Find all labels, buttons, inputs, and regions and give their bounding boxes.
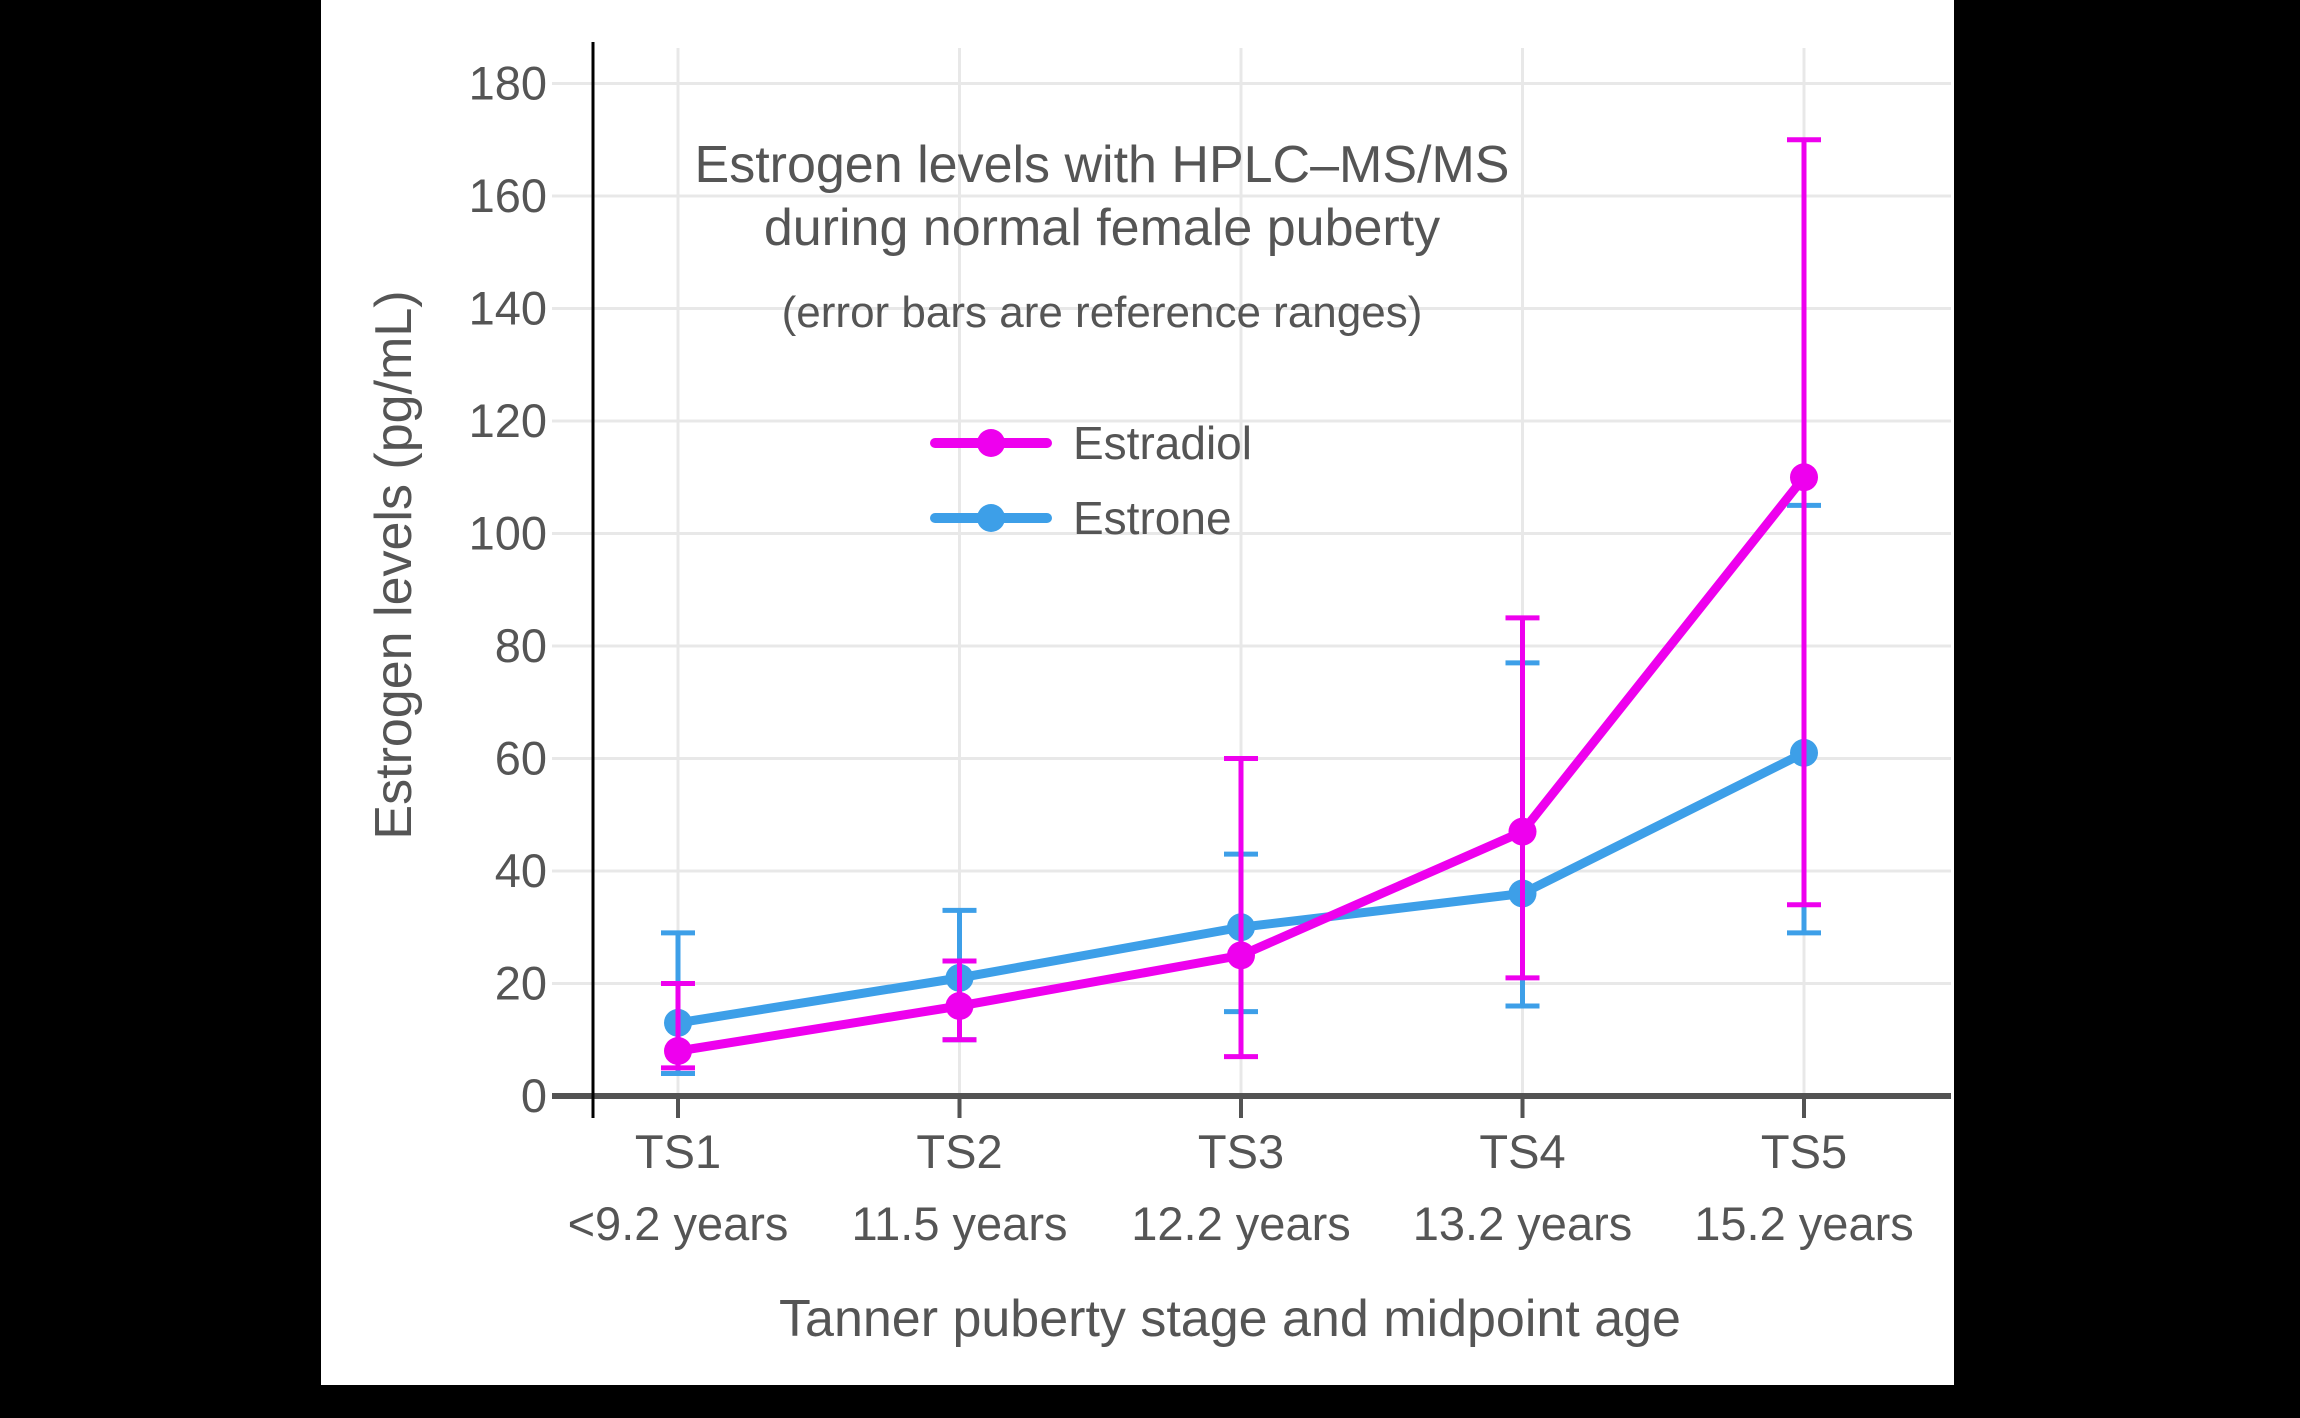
x-tick-label: TS2: [916, 1125, 1002, 1178]
estradiol-point: [1508, 817, 1537, 846]
chart-panel: 0 20 40 60 80 100 120 140 160 180 TS1 TS2 TS3 TS4 TS5 <…: [321, 0, 1954, 1385]
estradiol-legend-marker-icon: [930, 419, 1052, 467]
legend-label-estrone: Estrone: [1073, 492, 1232, 544]
chart-svg: 0 20 40 60 80 100 120 140 160 180 TS1 TS2 TS3 TS4 TS5 <…: [469, 42, 1951, 1250]
x-tick-label: TS5: [1761, 1125, 1847, 1178]
chart-title: Estrogen levels with HPLC–MS/MS during n…: [695, 134, 1510, 260]
x-tick-sublabel: <9.2 years: [568, 1197, 789, 1250]
x-tick-sublabel: 11.5 years: [852, 1197, 1068, 1250]
y-tick-label: 120: [469, 394, 547, 447]
y-axis-title: Estrogen levels (pg/mL): [365, 290, 423, 840]
y-tick-label: 140: [469, 282, 547, 335]
estradiol-point: [1227, 941, 1255, 970]
y-tick-label: 160: [469, 169, 547, 222]
legend-label-estradiol: Estradiol: [1073, 417, 1252, 469]
x-tick-label: TS1: [635, 1125, 721, 1178]
estrone-legend-marker-icon: [930, 494, 1052, 542]
y-tick-label: 40: [495, 844, 547, 897]
y-tick-label: 60: [495, 732, 547, 785]
y-tick-label: 100: [469, 507, 547, 560]
x-tick-label: TS4: [1479, 1125, 1565, 1178]
y-tick-label: 180: [469, 57, 547, 110]
estradiol-point: [664, 1037, 692, 1065]
x-axis-title: Tanner puberty stage and midpoint age: [779, 1290, 1681, 1348]
legend-item-estrone[interactable]: Estrone: [930, 492, 1232, 544]
y-tick-label: 0: [521, 1069, 547, 1122]
y-tick-label: 80: [495, 619, 547, 672]
x-tick-label: TS3: [1198, 1125, 1284, 1178]
legend-item-estradiol[interactable]: Estradiol: [930, 417, 1252, 469]
y-tick-label: 20: [495, 957, 547, 1010]
chart-title-line2: during normal female puberty: [763, 199, 1441, 257]
chart-title-line1: Estrogen levels with HPLC–MS/MS: [694, 136, 1510, 194]
chart-subtitle: (error bars are reference ranges): [781, 288, 1423, 337]
x-tick-sublabel: 13.2 years: [1413, 1197, 1632, 1250]
estradiol-point: [1790, 463, 1818, 492]
x-tick-sublabel: 15.2 years: [1694, 1197, 1913, 1250]
estradiol-point: [945, 992, 974, 1020]
x-tick-sublabel: 12.2 years: [1131, 1197, 1350, 1250]
